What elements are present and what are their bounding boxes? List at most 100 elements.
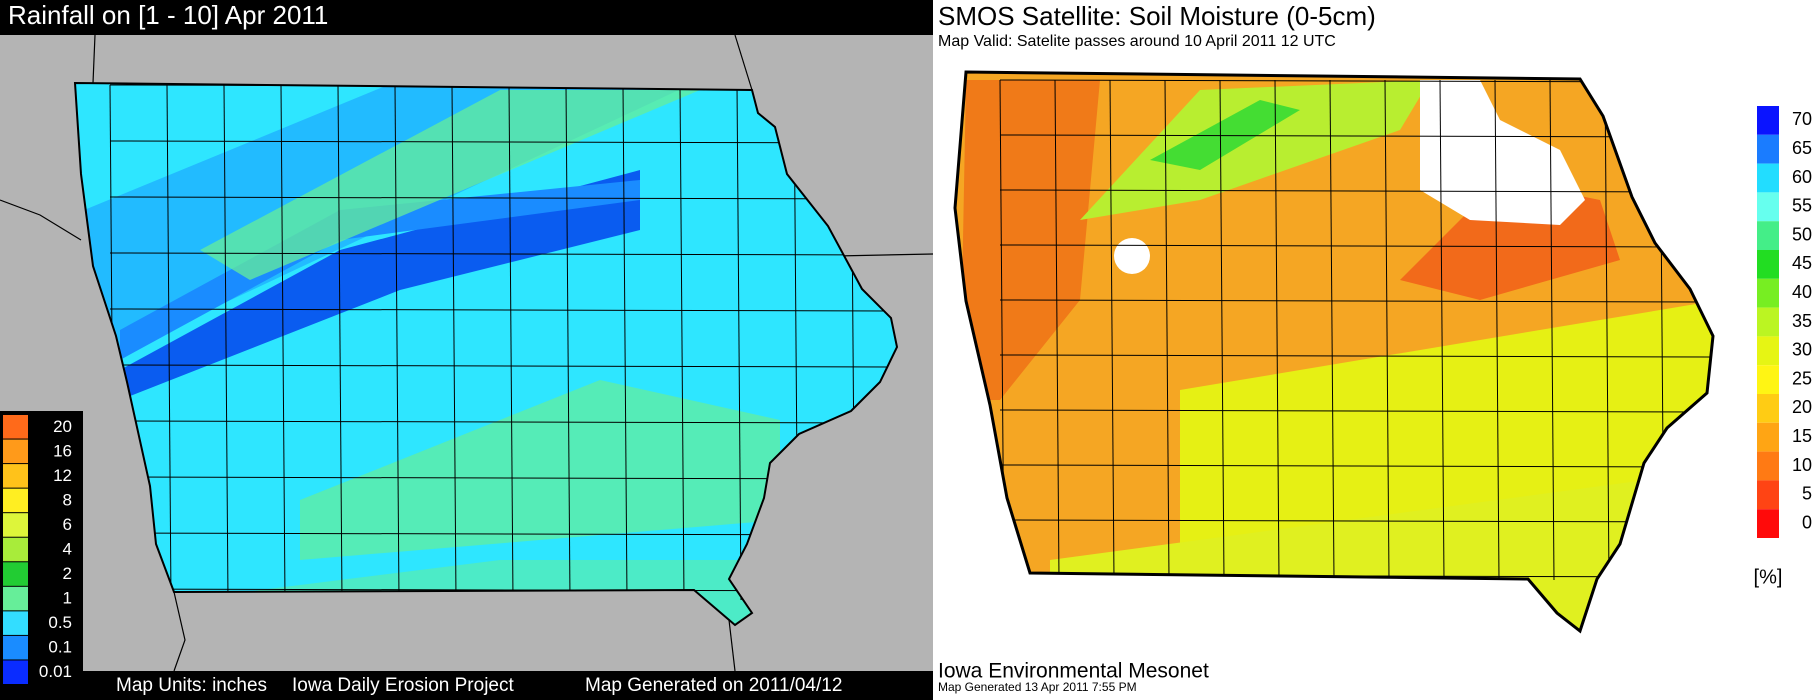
legend-label: 4: [63, 539, 72, 558]
county-line: [565, 84, 571, 601]
county-line: [109, 196, 897, 200]
county-line: [999, 464, 1711, 468]
colorbar-swatch: [1757, 509, 1779, 538]
legend-swatch: [3, 464, 28, 488]
county-line: [1439, 79, 1445, 581]
colorbar-swatch: [1757, 134, 1779, 164]
county-line: [999, 189, 1711, 193]
footer-text: Map Generated on 2011/04/12: [585, 675, 842, 696]
county-line: [337, 84, 343, 601]
colorbar-swatch: [1757, 365, 1779, 394]
legend-label: 16: [53, 441, 72, 460]
county-line: [1604, 79, 1610, 581]
colorbar-swatch: [1757, 106, 1779, 135]
county-line: [451, 84, 457, 601]
county-line: [999, 244, 1711, 248]
county-line: [508, 84, 514, 601]
colorbar-swatch: [1757, 394, 1779, 423]
county-line: [394, 84, 400, 601]
legend-swatch: [3, 488, 28, 513]
county-line: [109, 420, 897, 424]
county-line: [109, 140, 897, 144]
colorbar-label: 40: [1792, 282, 1812, 302]
county-line: [999, 134, 1711, 138]
county-line: [280, 84, 286, 601]
legend-label: 6: [63, 515, 72, 534]
legend-label: 8: [63, 490, 72, 509]
colorbar-label: 20: [1792, 397, 1812, 417]
colorbar-swatch: [1757, 480, 1779, 510]
county-line: [166, 84, 172, 601]
map-title: Rainfall on [1 - 10] Apr 2011: [8, 0, 328, 30]
colorbar-label: 65: [1792, 138, 1812, 158]
legend-label: 12: [53, 466, 72, 485]
legend-swatch: [3, 513, 28, 537]
colorbar-label: 5: [1802, 484, 1812, 504]
colorbar-swatch: [1757, 250, 1779, 279]
legend-swatch: [3, 660, 28, 684]
colorbar-label: 30: [1792, 340, 1812, 360]
footer-text: Iowa Environmental Mesonet: [938, 660, 1209, 683]
legend-label: 2: [63, 564, 72, 583]
state-outline: [953, 70, 1715, 634]
colorbar-label: 15: [1792, 426, 1812, 446]
footer-text: Map Generated 13 Apr 2011 7:55 PM: [938, 680, 1137, 694]
legend-swatch: [3, 586, 28, 611]
colorbar-label: 35: [1792, 311, 1812, 331]
county-lines: [109, 84, 897, 601]
footer-bar: [83, 671, 933, 700]
colorbar-swatch: [1757, 307, 1779, 337]
county-line: [1274, 79, 1280, 581]
legend-swatch: [3, 611, 28, 635]
county-line: [1384, 79, 1390, 581]
boundaries: [0, 34, 934, 672]
legend-swatch: [3, 537, 28, 562]
county-line: [1549, 79, 1555, 581]
county-line: [1219, 79, 1225, 581]
county-line: [1109, 79, 1115, 581]
county-line: [1329, 79, 1335, 581]
county-line: [622, 84, 628, 601]
legend-label: 1: [63, 589, 72, 608]
colorbar-label: 10: [1792, 455, 1812, 475]
colorbar-label: 55: [1792, 196, 1812, 216]
legend-label: 0.01: [39, 662, 72, 681]
county-line: [999, 519, 1711, 523]
county-line: [999, 409, 1711, 413]
county-line: [999, 354, 1711, 358]
colorbar-label: 60: [1792, 167, 1812, 187]
colorbar-swatch: [1757, 163, 1779, 193]
legend-label: 0.1: [48, 638, 72, 657]
footer-text: Iowa Daily Erosion Project: [292, 675, 514, 696]
county-line: [1494, 79, 1500, 581]
county-line: [679, 84, 685, 601]
colorbar-swatch: [1757, 192, 1779, 222]
county-line: [223, 84, 229, 601]
colorbar-swatch: [1757, 221, 1779, 250]
county-line: [1054, 79, 1060, 581]
map-subtitle: Map Valid: Satelite passes around 10 Apr…: [938, 33, 1336, 50]
legend-swatch: [3, 635, 28, 660]
colorbar-swatch: [1757, 422, 1779, 452]
footer-text: Map Units: inches: [116, 675, 267, 696]
county-line: [1164, 79, 1170, 581]
colorbar-swatch: [1757, 278, 1779, 308]
colorbar-label: 70: [1792, 109, 1812, 129]
colorbar-label: 50: [1792, 224, 1812, 244]
legend-swatch: [3, 415, 28, 439]
unit-label: [%]: [1754, 566, 1783, 588]
county-line: [109, 252, 897, 256]
title-bar: [0, 0, 933, 35]
county-line: [109, 308, 897, 312]
colorbar-swatch: [1757, 451, 1779, 481]
county-line: [999, 299, 1711, 303]
county-line: [736, 84, 742, 601]
legend-swatch: [3, 439, 28, 464]
legend-swatch: [3, 562, 28, 586]
colorbar-label: 25: [1792, 368, 1812, 388]
map-title: SMOS Satellite: Soil Moisture (0-5cm): [938, 1, 1376, 31]
colorbar-swatch: [1757, 336, 1779, 366]
legend-label: 20: [53, 417, 72, 436]
colorbar-label: 45: [1792, 253, 1812, 273]
